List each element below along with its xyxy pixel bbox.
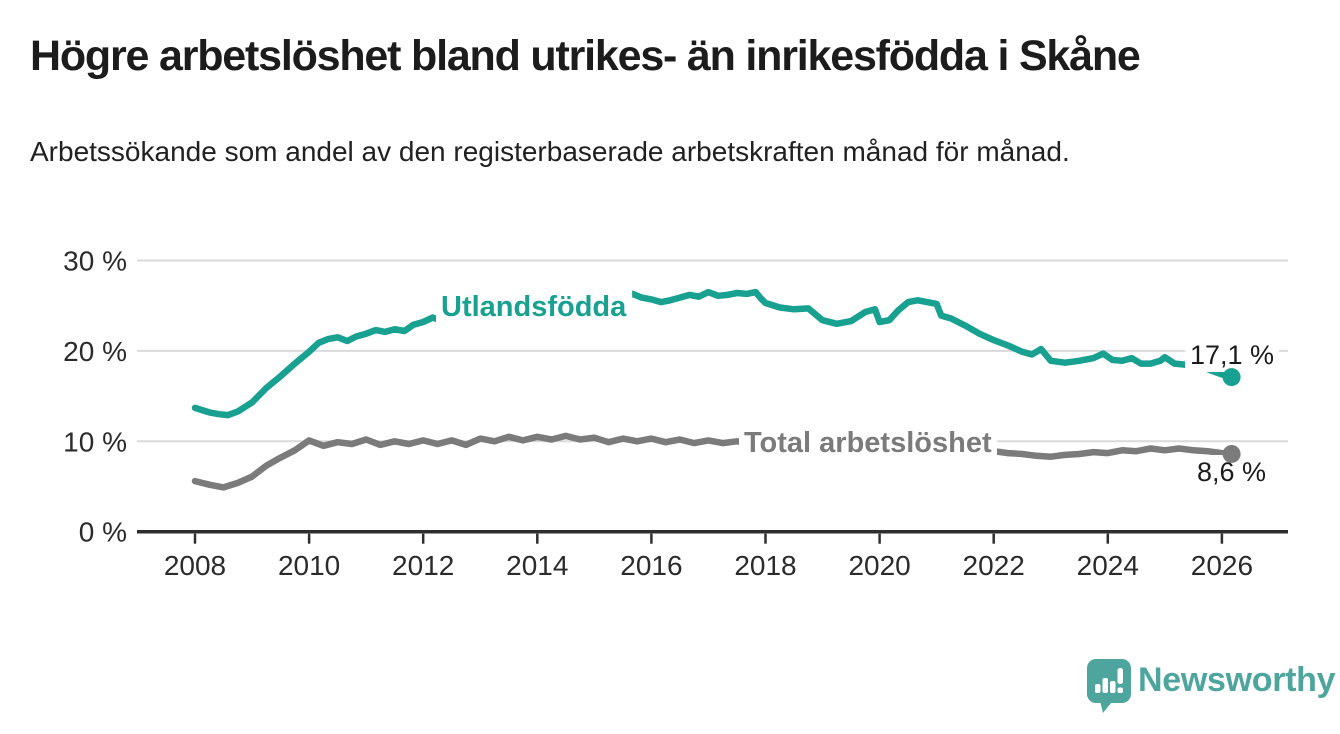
bar-chart-glyph xyxy=(1095,668,1123,693)
page-subtitle: Arbetssökande som andel av den registerb… xyxy=(30,136,1070,167)
end-value-label-0: 17,1 % xyxy=(1190,340,1274,370)
x-tick-label-2016: 2016 xyxy=(620,550,682,581)
series-label-0: Utlandsfödda xyxy=(441,291,627,323)
y-tick-label-10: 10 % xyxy=(63,426,127,457)
newsworthy-logo-icon xyxy=(1087,659,1131,713)
newsworthy-brand: Newsworthy xyxy=(1086,656,1336,714)
exclamation-bar xyxy=(1117,668,1123,684)
page-title: Högre arbetslöshet bland utrikes- än inr… xyxy=(30,32,1141,80)
series-line-1 xyxy=(191,431,1235,491)
exclamation-dot xyxy=(1117,687,1123,693)
newsworthy-logo-text: Newsworthy xyxy=(1138,661,1336,699)
x-tick-label-2012: 2012 xyxy=(392,550,454,581)
axis-tick-labels: 2008 2010 2012 2014 2016 2018 2020 2022 2024 2026… xyxy=(63,246,1253,582)
series-line-0 xyxy=(191,288,1235,419)
series-label-1: Total arbetslöshet xyxy=(744,427,992,459)
x-tick-label-2010: 2010 xyxy=(278,550,340,581)
x-tick-label-2024: 2024 xyxy=(1077,550,1139,581)
end-dot-1 xyxy=(1222,444,1241,463)
x-tick-label-2008: 2008 xyxy=(164,550,226,581)
series-end-dots xyxy=(1222,368,1241,463)
x-tick-label-2018: 2018 xyxy=(734,550,796,581)
series-label-1-backdrop xyxy=(739,425,997,461)
speech-bubble-shape xyxy=(1087,659,1131,713)
x-tick-label-2020: 2020 xyxy=(848,550,910,581)
series-label-0-backdrop xyxy=(436,289,633,325)
y-tick-label-20: 20 % xyxy=(63,336,127,367)
x-tick-label-2026: 2026 xyxy=(1191,550,1253,581)
y-tick-label-30: 30 % xyxy=(63,246,127,277)
end-dot-0 xyxy=(1222,368,1241,387)
end-value-label-0-backdrop xyxy=(1185,338,1280,372)
y-tick-label-0: 0 % xyxy=(79,517,127,548)
x-axis xyxy=(137,529,1288,544)
series-lines xyxy=(191,288,1235,491)
x-tick-label-2022: 2022 xyxy=(963,550,1025,581)
x-tick-label-2014: 2014 xyxy=(506,550,568,581)
